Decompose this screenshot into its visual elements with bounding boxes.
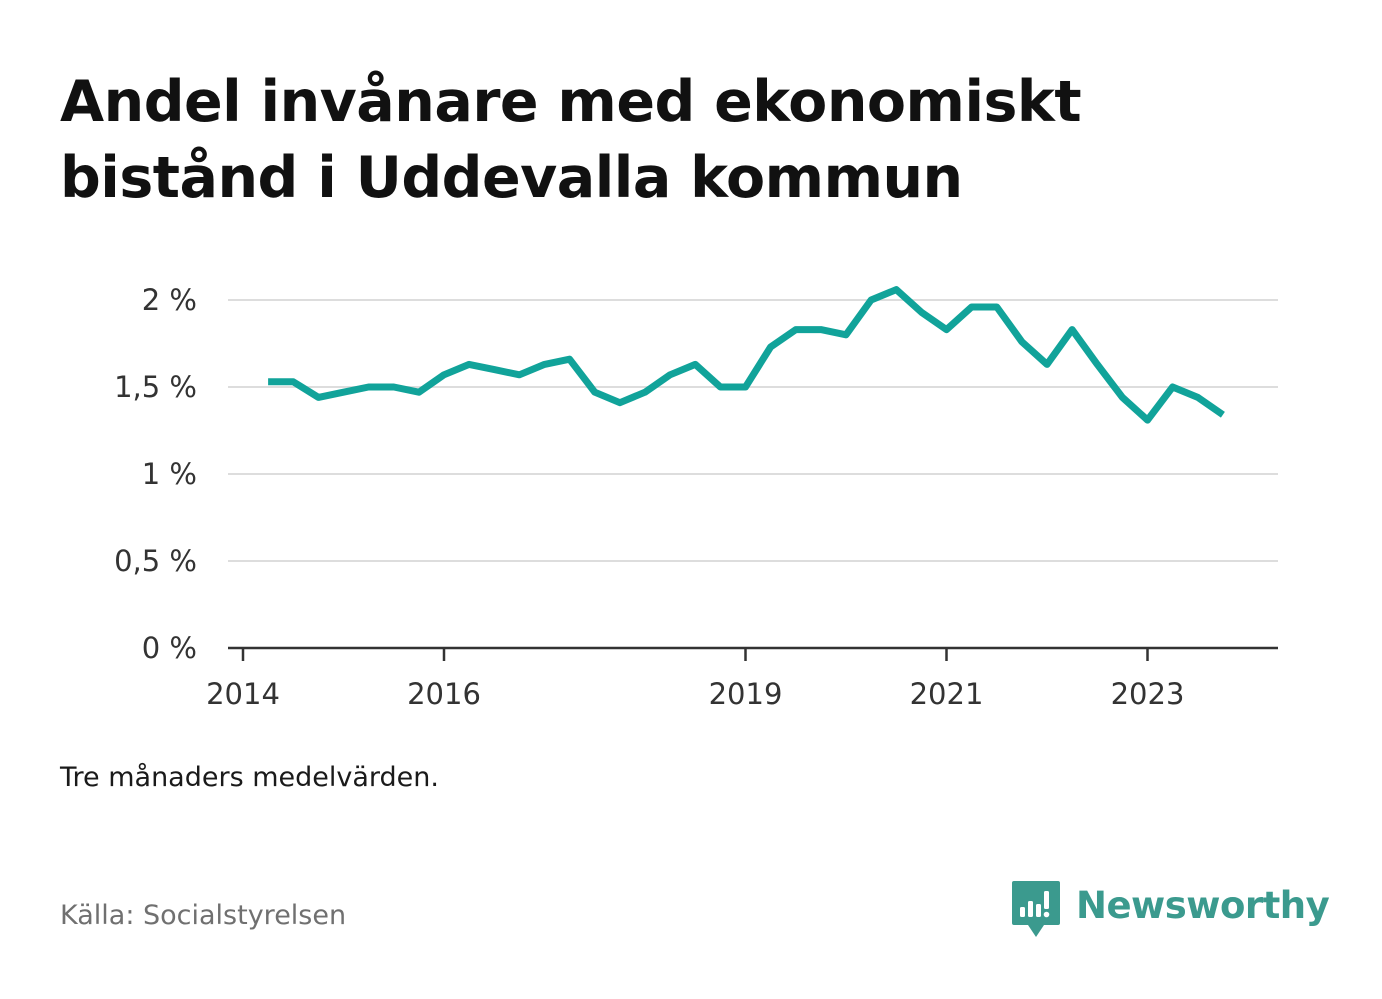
- data-point: [1169, 384, 1176, 391]
- x-axis: [228, 646, 1278, 661]
- data-point: [315, 394, 322, 401]
- data-point: [767, 344, 774, 351]
- x-axis-tick-labels: 2014 2016 2019 2021 2023: [206, 677, 1184, 711]
- data-point: [918, 309, 925, 316]
- chart-title-line-1: Andel invånare med ekonomiskt: [60, 69, 1082, 135]
- newsworthy-chart-bubble-icon: [1012, 881, 1060, 937]
- series-line: [268, 286, 1225, 424]
- data-point: [1044, 361, 1051, 368]
- data-point: [566, 356, 573, 363]
- source-credit: Källa: Socialstyrelsen: [60, 900, 347, 931]
- data-point: [1194, 394, 1201, 401]
- y-tick-label: 2 %: [142, 283, 197, 317]
- data-point: [441, 371, 448, 378]
- x-tick-label: 2023: [1111, 677, 1185, 711]
- data-point: [792, 326, 799, 333]
- data-point: [993, 304, 1000, 311]
- data-point: [1219, 411, 1226, 418]
- chart-title-line-2: bistånd i Uddevalla kommun: [60, 145, 963, 211]
- data-point: [340, 389, 347, 396]
- data-point: [491, 366, 498, 373]
- data-point: [390, 384, 397, 391]
- data-point: [1144, 417, 1151, 424]
- series-layer: [265, 286, 1226, 424]
- y-tick-label: 1 %: [142, 457, 197, 491]
- chart-title: Andel invånare med ekonomiskt bistånd i …: [60, 64, 1320, 216]
- data-point: [541, 361, 548, 368]
- y-axis-tick-labels: 0 % 0,5 % 1 % 1,5 % 2 %: [114, 283, 197, 665]
- data-point: [717, 384, 724, 391]
- data-point: [742, 384, 749, 391]
- data-point: [415, 389, 422, 396]
- data-point: [692, 361, 699, 368]
- data-point: [265, 378, 272, 385]
- y-tick-label: 0,5 %: [114, 544, 197, 578]
- brand-name: Newsworthy: [1076, 883, 1330, 927]
- x-tick-label: 2016: [407, 677, 481, 711]
- data-point: [642, 389, 649, 396]
- data-point: [365, 384, 372, 391]
- data-point: [1119, 394, 1126, 401]
- data-point: [943, 326, 950, 333]
- y-tick-label: 1,5 %: [114, 370, 197, 404]
- data-point: [893, 286, 900, 293]
- data-point: [616, 399, 623, 406]
- newsworthy-logo[interactable]: Newsworthy: [1010, 878, 1330, 942]
- data-point: [667, 371, 674, 378]
- data-point: [290, 378, 297, 385]
- data-point: [868, 297, 875, 304]
- data-point: [843, 331, 850, 338]
- data-point: [1018, 338, 1025, 345]
- y-tick-label: 0 %: [142, 631, 197, 665]
- data-point: [968, 304, 975, 311]
- data-point: [516, 371, 523, 378]
- data-point: [1069, 326, 1076, 333]
- data-point: [466, 361, 473, 368]
- data-point: [591, 389, 598, 396]
- data-point: [1094, 361, 1101, 368]
- x-tick-label: 2014: [206, 677, 280, 711]
- data-point: [817, 326, 824, 333]
- gridlines: [228, 299, 1278, 562]
- chart-note: Tre månaders medelvärden.: [60, 762, 439, 793]
- x-tick-label: 2019: [709, 677, 783, 711]
- x-tick-label: 2021: [910, 677, 984, 711]
